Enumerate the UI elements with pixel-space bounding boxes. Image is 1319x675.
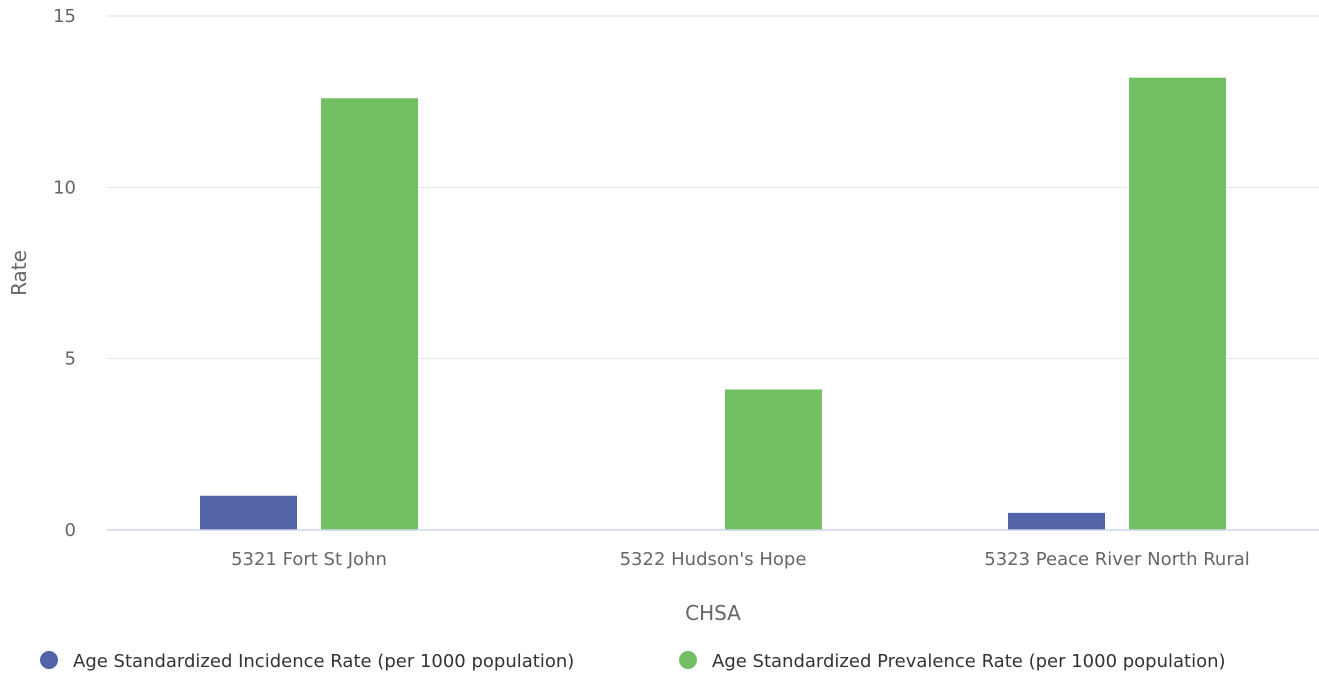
y-tick-label: 5 <box>65 349 76 370</box>
y-axis-title: Rate <box>7 250 31 296</box>
x-tick-label: 5321 Fort St John <box>231 549 387 570</box>
bar-incidence <box>1008 512 1105 530</box>
y-axis-tick-labels: 0 5 10 15 <box>53 6 76 541</box>
bars <box>200 77 1226 531</box>
legend-label: Age Standardized Incidence Rate (per 100… <box>73 651 574 672</box>
bar-prevalence <box>321 98 418 531</box>
legend-item[interactable]: Age Standardized Incidence Rate (per 100… <box>40 651 574 672</box>
legend-marker <box>679 651 697 669</box>
x-tick-label: 5322 Hudson's Hope <box>620 549 807 570</box>
legend-item[interactable]: Age Standardized Prevalence Rate (per 10… <box>679 651 1226 672</box>
bar-incidence <box>200 495 297 530</box>
legend-marker <box>40 651 58 669</box>
legend-label: Age Standardized Prevalence Rate (per 10… <box>712 651 1226 672</box>
x-axis-tick-labels: 5321 Fort St John 5322 Hudson's Hope 5323 … <box>231 549 1250 570</box>
y-tick-label: 15 <box>53 6 76 27</box>
bar-prevalence <box>725 389 822 530</box>
y-tick-label: 10 <box>53 177 76 198</box>
y-tick-label: 0 <box>65 520 76 541</box>
legend: Age Standardized Incidence Rate (per 100… <box>40 651 1226 672</box>
x-tick-label: 5323 Peace River North Rural <box>984 549 1250 570</box>
x-axis-title: CHSA <box>685 601 741 625</box>
gridlines <box>107 15 1319 360</box>
bar-prevalence <box>1129 77 1226 531</box>
